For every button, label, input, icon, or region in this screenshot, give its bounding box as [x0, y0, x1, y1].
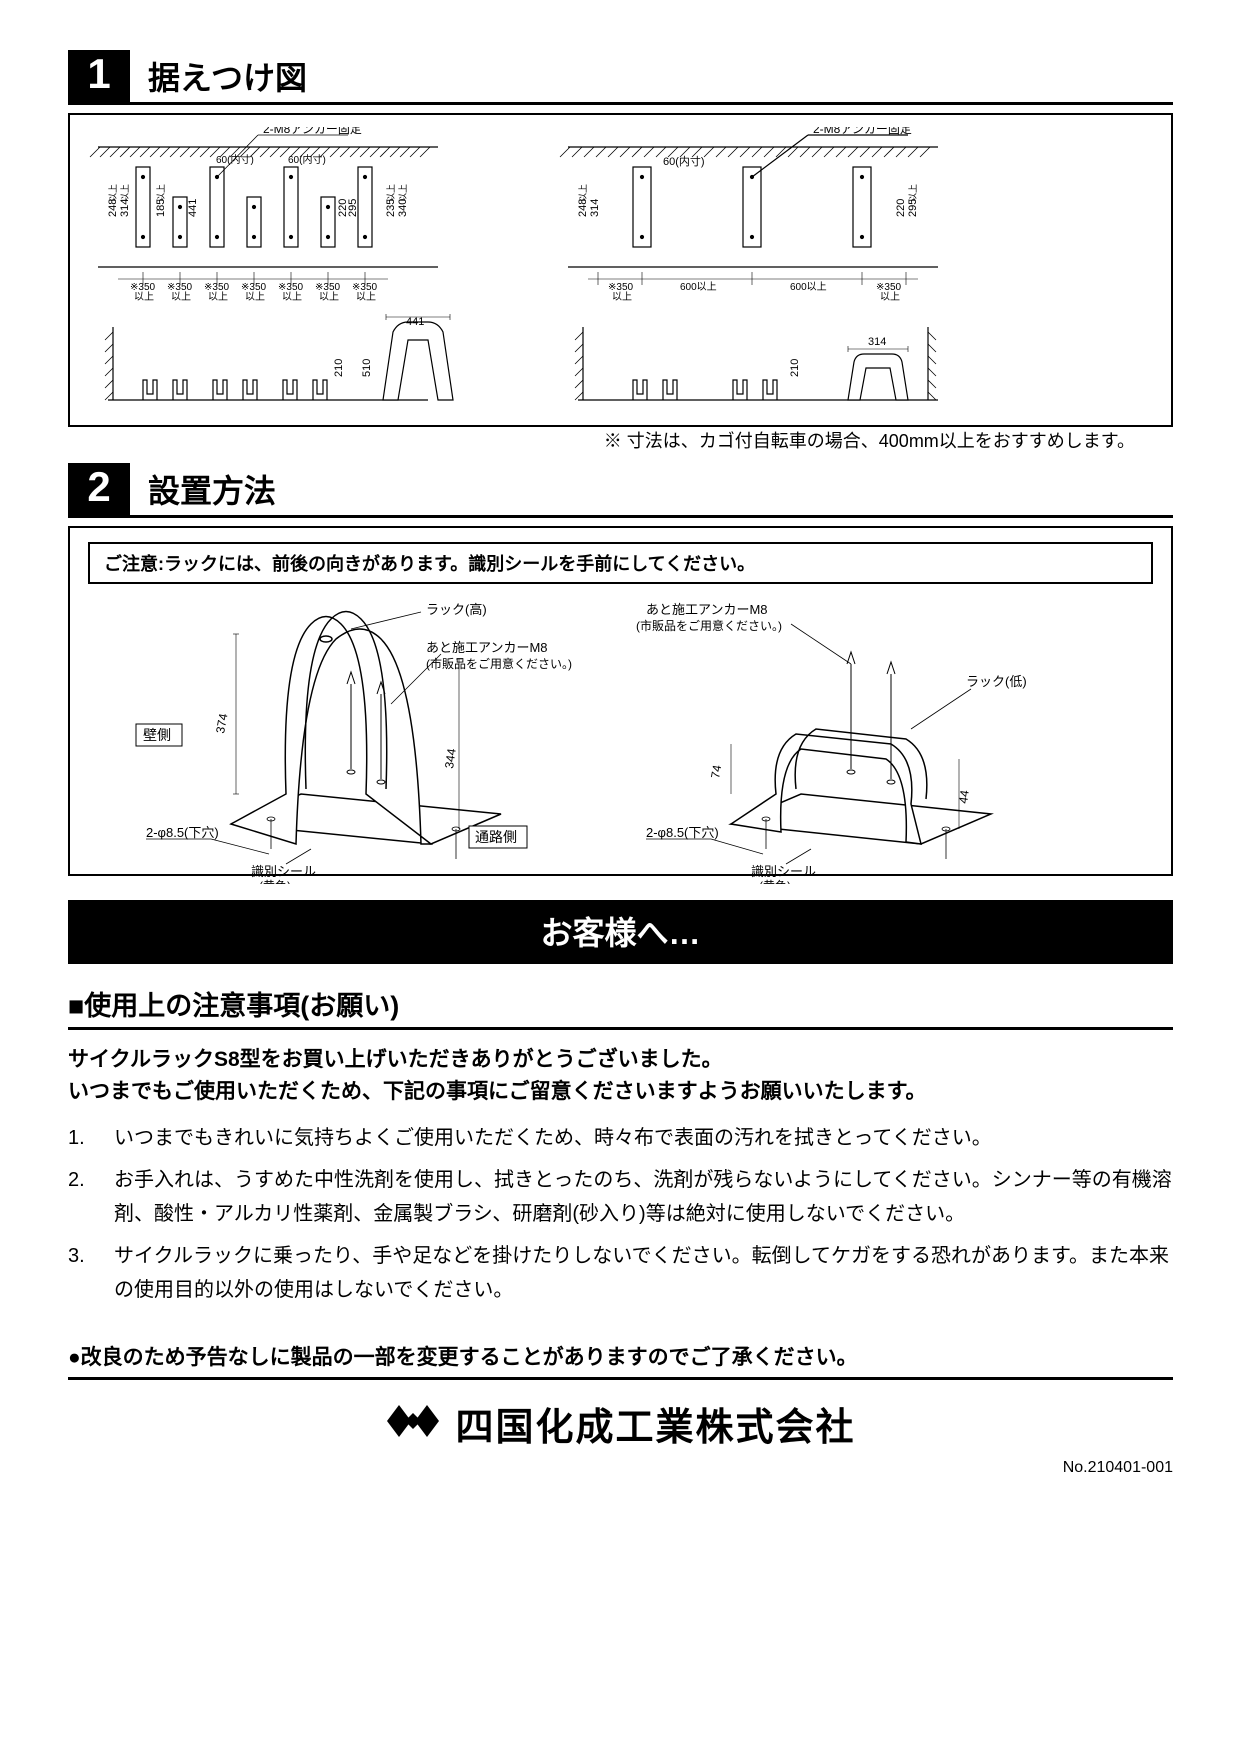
- d2r-seal-sub: (黄色): [759, 879, 791, 884]
- d1-v60b: 60(内寸): [288, 153, 326, 166]
- d2l-aisle: 通路側: [475, 829, 517, 845]
- company-logo-icon: [385, 1401, 441, 1446]
- d2l-anchor-sub: (市販品をご用意ください。): [426, 656, 572, 671]
- d1-v60a: 60(内寸): [216, 153, 254, 166]
- section-2-title: 設置方法: [130, 466, 276, 512]
- d2r-anchor: あと施工アンカーM8: [646, 602, 768, 617]
- d1ll-v510: 510: [361, 359, 373, 377]
- diagram-2-box: ご注意:ラックには、前後の向きがあります。識別シールを手前にしてください。: [68, 526, 1173, 876]
- d2l-rack: ラック(高): [426, 602, 487, 617]
- d2r-hole: 2-φ8.5(下穴): [646, 825, 719, 840]
- d2l-hole: 2-φ8.5(下穴): [146, 825, 219, 840]
- thanks-1: サイクルラックS8型をお買い上げいただきありがとうございました。: [68, 1048, 723, 1071]
- d1-s3b: 以上: [208, 291, 228, 303]
- usage-item-3: 3.サイクルラックに乗ったり、手や足などを掛けたりしないでください。転倒してケガ…: [68, 1239, 1173, 1307]
- d1-v235b: 以上: [386, 184, 396, 202]
- section-2-number: 2: [68, 463, 130, 515]
- d2l-anchor: あと施工アンカーM8: [426, 640, 548, 655]
- d2l-wall: 壁側: [143, 727, 171, 743]
- usage-item-1: 1.いつまでもきれいに気持ちよくご使用いただくため、時々布で表面の汚れを拭きとっ…: [68, 1121, 1173, 1155]
- diagram-2-svg: ラック(高) あと施工アンカーM8 (市販品をご用意ください。) 374 344…: [91, 594, 1151, 884]
- d1r-v295b: 以上: [908, 184, 918, 202]
- d1r-v220: 220: [895, 199, 907, 217]
- d1ll-v210: 210: [333, 359, 345, 377]
- improve-note: ●改良のため予告なしに製品の一部を変更することがありますのでご了承ください。: [68, 1341, 1173, 1380]
- d2r-seal: 識別シール: [751, 864, 816, 879]
- d1-v441: 441: [187, 199, 199, 217]
- d1lr-v314: 314: [868, 336, 886, 348]
- d1-v185b: 以上: [156, 184, 166, 202]
- d1-s2b: 以上: [171, 291, 191, 303]
- d1-v314b: 以上: [120, 184, 130, 202]
- d1-anchor-left: 2-M8アンカー固定: [263, 127, 362, 136]
- d1r-s3: 600以上: [790, 281, 827, 293]
- d1r-s4b: 以上: [880, 291, 900, 303]
- thanks-block: サイクルラックS8型をお買い上げいただきありがとうございました。 いつまでもご使…: [68, 1044, 1173, 1107]
- section-1-title: 据えつけ図: [130, 53, 307, 99]
- diagram-2-caution: ご注意:ラックには、前後の向きがあります。識別シールを手前にしてください。: [88, 542, 1153, 584]
- d1lr-v210: 210: [789, 359, 801, 377]
- usage-header: ■使用上の注意事項(お願い): [68, 984, 1173, 1030]
- d1-v295: 295: [347, 199, 359, 217]
- d1-v340b: 以上: [398, 184, 408, 202]
- d2l-v374: 374: [213, 712, 230, 734]
- d2l-seal-sub: (黄色): [259, 879, 291, 884]
- d1r-s2: 600以上: [680, 281, 717, 293]
- d1ll-v441: 441: [406, 316, 424, 328]
- section-1-number: 1: [68, 50, 130, 102]
- usage-list: 1.いつまでもきれいに気持ちよくご使用いただくため、時々布で表面の汚れを拭きとっ…: [68, 1121, 1173, 1307]
- diagram-1-svg: 2-M8アンカー固定 248 以上 314 以上 185 以上 441 60(内…: [88, 127, 1148, 417]
- company-name: 四国化成工業株式会社: [455, 1396, 855, 1451]
- footer: 四国化成工業株式会社: [68, 1396, 1173, 1451]
- d1-s5b: 以上: [282, 291, 302, 303]
- section-2-header: 2 設置方法: [68, 463, 1173, 518]
- d1r-v248b: 以上: [578, 184, 588, 202]
- d1r-v60: 60(内寸): [663, 154, 705, 168]
- d1r-v314: 314: [589, 199, 601, 217]
- thanks-2: いつまでもご使用いただくため、下記の事項にご留意くださいますようお願いいたします…: [68, 1080, 926, 1103]
- customer-bar: お客様へ…: [68, 900, 1173, 964]
- diagram-1-box: 2-M8アンカー固定 248 以上 314 以上 185 以上 441 60(内…: [68, 113, 1173, 427]
- d1-s6b: 以上: [319, 291, 339, 303]
- d1-v248b: 以上: [108, 184, 118, 202]
- d2r-v44: 44: [956, 789, 972, 804]
- d1-s7b: 以上: [356, 291, 376, 303]
- d2r-anchor-sub: (市販品をご用意ください。): [636, 618, 782, 633]
- section-1-header: 1 据えつけ図: [68, 50, 1173, 105]
- d1-anchor-right: 2-M8アンカー固定: [813, 127, 912, 136]
- d1-s1b: 以上: [134, 291, 154, 303]
- usage-item-2: 2.お手入れは、うすめた中性洗剤を使用し、拭きとったのち、洗剤が残らないようにし…: [68, 1163, 1173, 1231]
- d2l-seal: 識別シール: [251, 864, 316, 879]
- d1r-s1b: 以上: [612, 291, 632, 303]
- d1-s4b: 以上: [245, 291, 265, 303]
- d2l-v344: 344: [442, 747, 459, 769]
- diagram-1-note: ※ 寸法は、カゴ付自転車の場合、400mm以上をおすすめします。: [88, 417, 1153, 457]
- document-number: No.210401-001: [68, 1459, 1173, 1477]
- d2r-v74: 74: [708, 764, 724, 780]
- d2r-rack: ラック(低): [966, 674, 1027, 689]
